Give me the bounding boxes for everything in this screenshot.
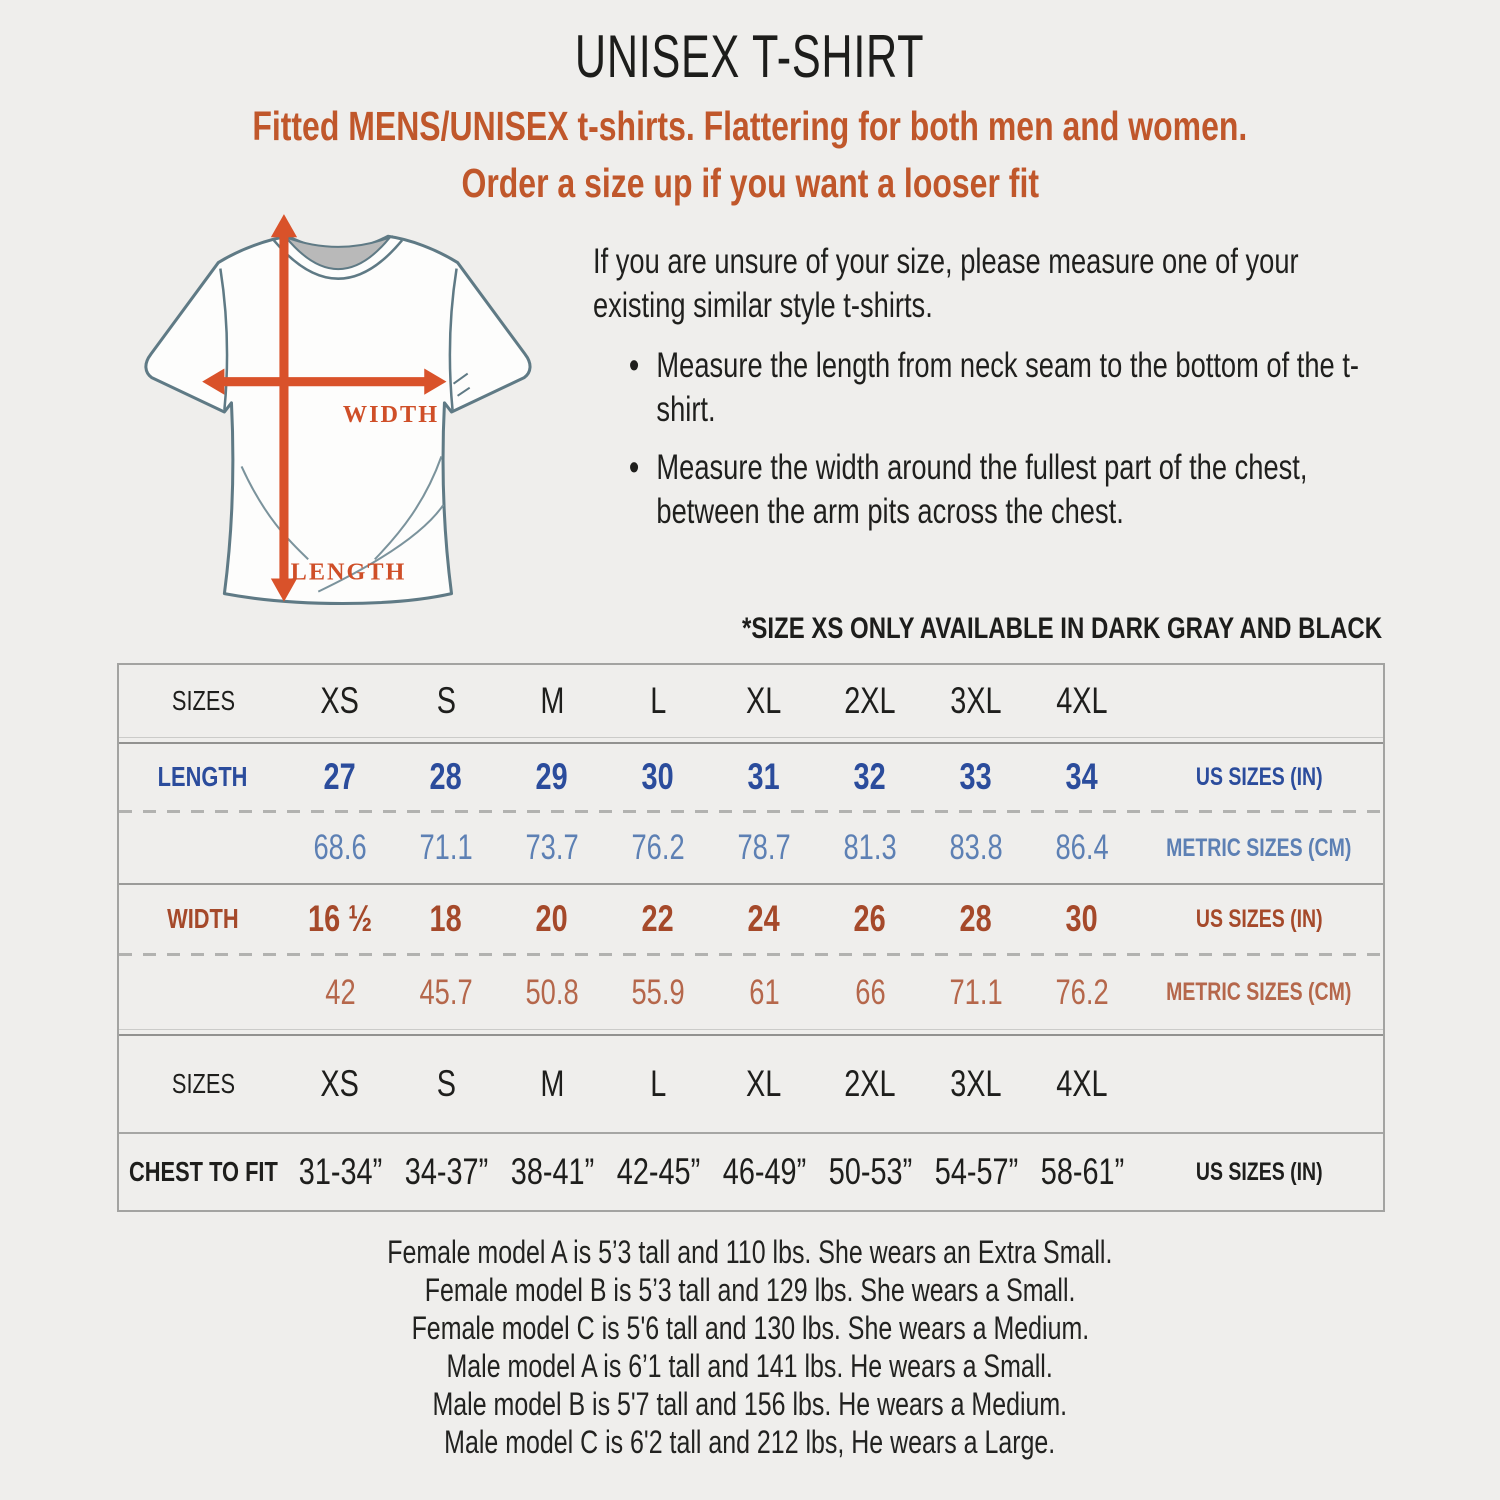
length-label: LENGTH bbox=[291, 559, 407, 586]
left-sleeve-seam bbox=[219, 268, 229, 411]
row-label: CHEST TO FIT bbox=[128, 1156, 278, 1187]
subtitle-line-1: Fitted MENS/UNISEX t-shirts. Flattering … bbox=[252, 103, 1248, 149]
model-note-line: Female model A is 5’3 tall and 110 lbs. … bbox=[387, 1234, 1113, 1270]
instructions-intro: If you are unsure of your size, please m… bbox=[593, 242, 1299, 325]
size-chart-table: SIZES XS S M L XL 2XL 3XL 4XL LENGTH 27 … bbox=[117, 663, 1385, 1212]
separator bbox=[119, 1029, 1383, 1036]
xs-availability-note: *SIZE XS ONLY AVAILABLE IN DARK GRAY AND… bbox=[741, 612, 1382, 645]
collar-band-seam bbox=[272, 239, 404, 280]
table-row-length-cm: 68.6 71.1 73.7 76.2 78.7 81.3 83.8 86.4 … bbox=[313, 828, 1352, 867]
table-row-width-in: WIDTH 16 ½ 18 20 22 24 26 28 30 US SIZES… bbox=[167, 898, 1323, 939]
table-row-chest-to-fit: CHEST TO FIT 31-34” 34-37” 38-41” 42-45”… bbox=[128, 1151, 1323, 1192]
model-note-line: Female model B is 5’3 tall and 129 lbs. … bbox=[424, 1272, 1076, 1308]
model-fit-notes: Female model A is 5’3 tall and 110 lbs. … bbox=[0, 1233, 1500, 1461]
table-row-width-cm: 42 45.7 50.8 55.9 61 66 71.1 76.2 METRIC… bbox=[324, 972, 1352, 1012]
instructions-list: Measure the length from neck seam to the… bbox=[593, 344, 1381, 534]
page-title: UNISEX T-SHIRT bbox=[575, 23, 925, 90]
tshirt-outline bbox=[144, 234, 532, 605]
separator bbox=[119, 737, 1383, 744]
length-arrow bbox=[270, 214, 298, 602]
table-row-length-in: LENGTH 27 28 29 30 31 32 33 34 US SIZES … bbox=[158, 756, 1323, 797]
page-subtitle: Fitted MENS/UNISEX t-shirts. Flattering … bbox=[0, 98, 1500, 212]
row-label: WIDTH bbox=[167, 903, 239, 934]
tshirt-measurement-diagram: WIDTH LENGTH bbox=[120, 204, 565, 632]
collar-inner bbox=[282, 235, 394, 270]
row-unit: US SIZES (IN) bbox=[1195, 1157, 1323, 1186]
row-label: SIZES bbox=[171, 685, 235, 716]
model-note-line: Male model A is 6’1 tall and 141 lbs. He… bbox=[446, 1348, 1054, 1384]
separator bbox=[119, 810, 1383, 813]
table-row-sizes-repeat: SIZES XS S M L XL 2XL 3XL 4XL bbox=[171, 1063, 1108, 1104]
row-unit: US SIZES (IN) bbox=[1195, 904, 1323, 933]
instruction-bullet: Measure the length from neck seam to the… bbox=[593, 344, 1381, 432]
model-note-line: Male model C is 6'2 tall and 212 lbs, He… bbox=[444, 1424, 1056, 1460]
separator bbox=[119, 953, 1383, 956]
row-unit: US SIZES (IN) bbox=[1195, 762, 1323, 791]
width-arrow bbox=[202, 368, 447, 395]
sleeve-tick bbox=[452, 372, 471, 397]
wrinkle-line bbox=[317, 504, 445, 593]
width-label: WIDTH bbox=[343, 401, 439, 428]
separator bbox=[119, 1132, 1383, 1134]
model-note-line: Female model C is 5'6 tall and 130 lbs. … bbox=[411, 1310, 1089, 1346]
subtitle-line-2: Order a size up if you want a looser fit bbox=[461, 160, 1039, 206]
row-unit: METRIC SIZES (CM) bbox=[1166, 833, 1352, 862]
wrinkle-line bbox=[374, 456, 443, 561]
row-label: LENGTH bbox=[158, 761, 248, 792]
instruction-bullet: Measure the width around the fullest par… bbox=[593, 446, 1381, 534]
row-unit: METRIC SIZES (CM) bbox=[1166, 978, 1352, 1006]
model-note-line: Male model B is 5'7 tall and 156 lbs. He… bbox=[432, 1386, 1068, 1422]
sizing-instructions: If you are unsure of your size, please m… bbox=[593, 240, 1381, 548]
right-sleeve-seam bbox=[448, 268, 458, 411]
separator bbox=[119, 883, 1383, 885]
table-row-sizes-header: SIZES XS S M L XL 2XL 3XL 4XL bbox=[171, 680, 1108, 721]
wrinkle-line bbox=[240, 466, 309, 561]
row-label: SIZES bbox=[171, 1068, 235, 1099]
